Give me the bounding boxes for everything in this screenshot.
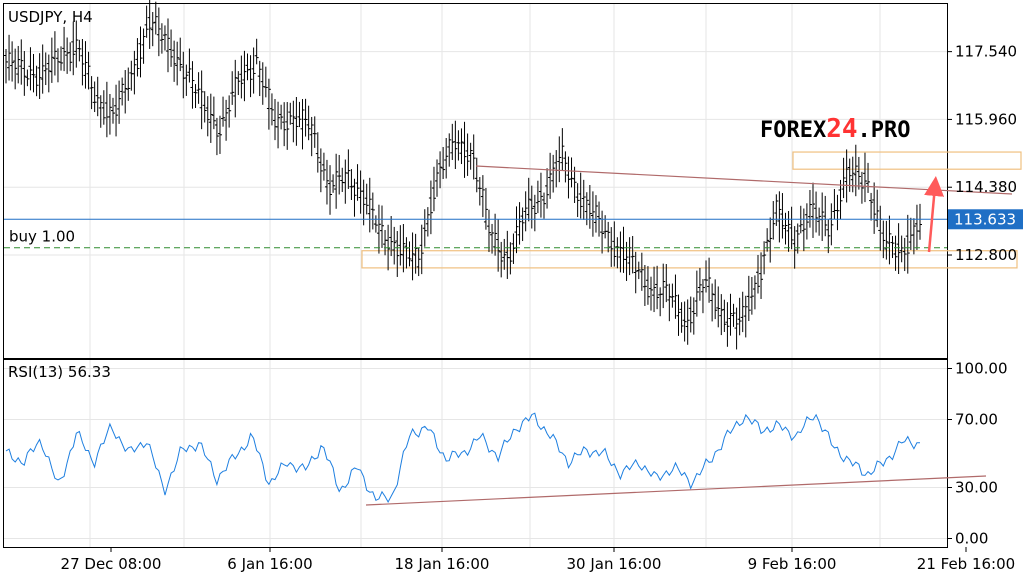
chart-title: USDJPY, H4 [8, 8, 93, 26]
time-tick-label: 27 Dec 08:00 [61, 555, 162, 573]
current-price-badge [948, 209, 1023, 230]
rsi-axis: 100.00 70.00 30.00 0.00 [947, 360, 1008, 548]
time-tick-label: 18 Jan 16:00 [395, 555, 490, 573]
current-price-value: 113.633 [954, 210, 1016, 228]
rsi-support-trendline [365, 475, 987, 506]
rsi-tick-label: 30.00 [955, 479, 998, 497]
resistance-trendline [475, 165, 1013, 195]
main-grid [4, 4, 947, 358]
main-pane-frame [3, 3, 948, 359]
up-arrow-icon [924, 176, 945, 253]
price-axis: 117.540 115.960 114.380 112.800 [947, 43, 1017, 264]
time-axis: 27 Dec 08:00 6 Jan 16:00 18 Jan 16:00 30 Ja… [61, 547, 1015, 573]
price-tick-label: 115.960 [955, 110, 1017, 128]
rsi-line [5, 412, 920, 504]
ohlc-bars [4, 0, 922, 350]
support-resistance-zones [361, 151, 1022, 269]
rsi-tick-label: 0.00 [955, 530, 988, 548]
time-tick-label: 6 Jan 16:00 [227, 555, 312, 573]
brand-logo: FOREX24.PRO [760, 114, 911, 144]
time-tick-label: 30 Jan 16:00 [567, 555, 662, 573]
rsi-tick-label: 70.00 [955, 411, 998, 429]
price-tick-label: 114.380 [955, 178, 1017, 196]
time-tick-label: 21 Feb 16:00 [917, 555, 1015, 573]
svg-text:FOREX24.PRO: FOREX24.PRO [760, 114, 911, 144]
price-tick-label: 117.540 [955, 43, 1017, 61]
price-zone-box [792, 151, 1022, 170]
rsi-grid [4, 360, 947, 547]
time-tick-label: 9 Feb 16:00 [748, 555, 837, 573]
rsi-tick-label: 100.00 [955, 360, 1008, 378]
rsi-title: RSI(13) 56.33 [8, 363, 111, 381]
price-tick-label: 112.800 [955, 246, 1017, 264]
rsi-pane-frame [3, 359, 948, 548]
buy-order-label: buy 1.00 [9, 228, 75, 246]
price-zone-box [361, 250, 1018, 269]
